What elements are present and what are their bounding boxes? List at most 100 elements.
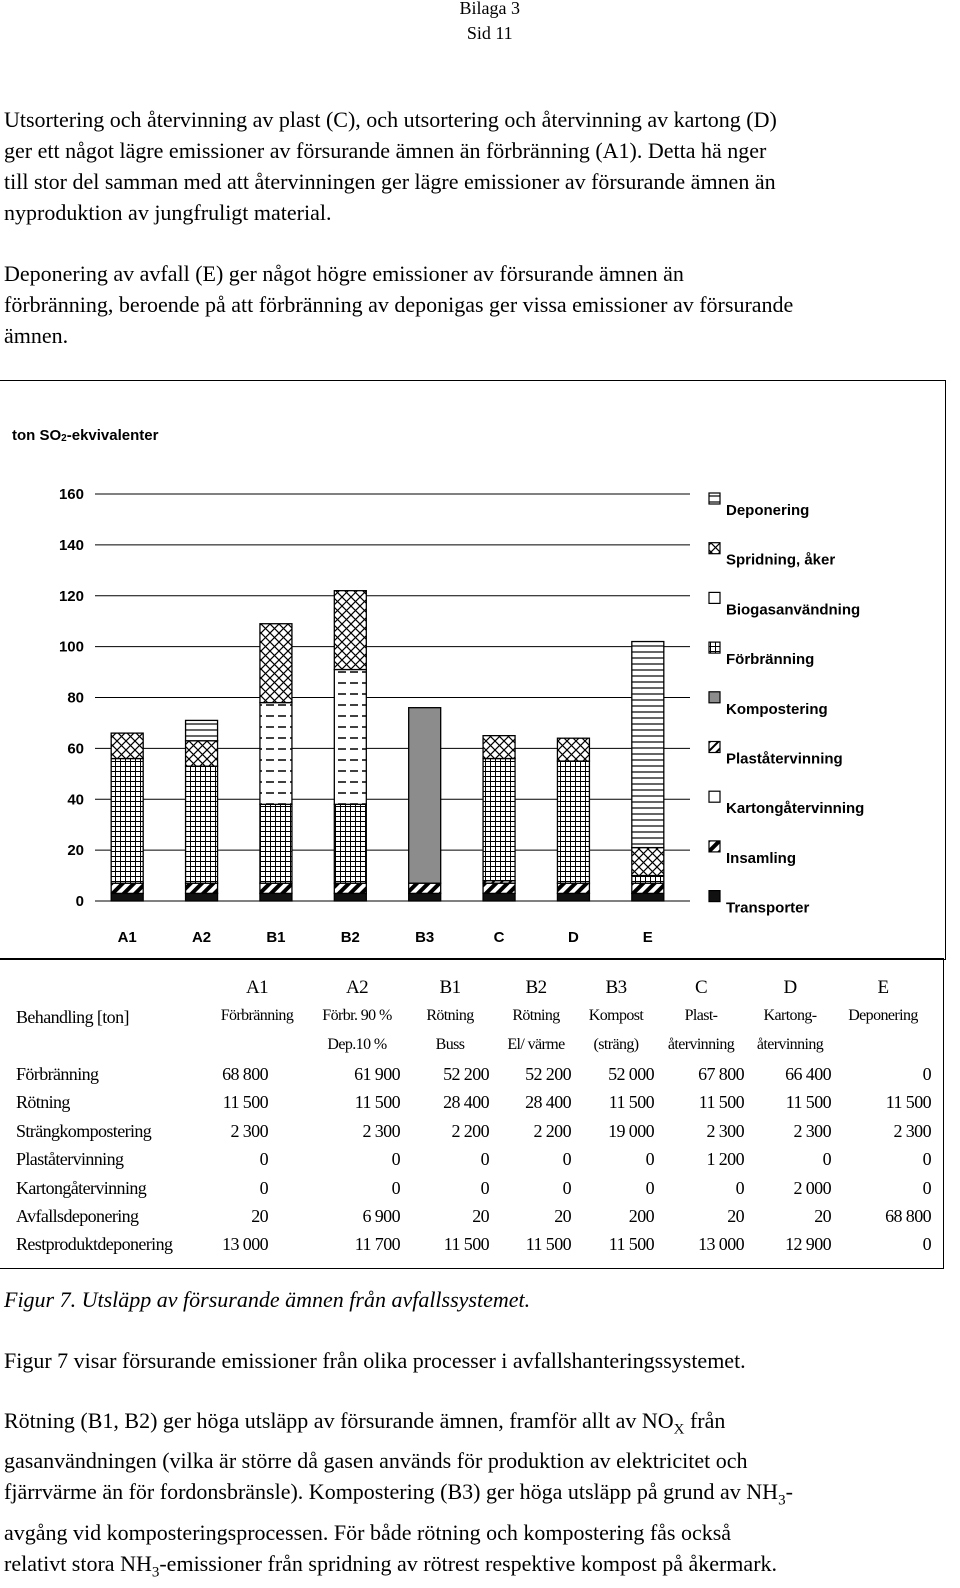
table-cell: 11 500 bbox=[525, 1234, 572, 1255]
row-label: Restproduktdeponering bbox=[16, 1234, 173, 1255]
text-line: nyproduktion av jungfruligt material. bbox=[4, 200, 332, 225]
bar-segment bbox=[110, 892, 144, 902]
column-label: Deponering bbox=[848, 1007, 918, 1024]
row-label: Plaståtervinning bbox=[16, 1149, 124, 1170]
data-table: Behandling [ton] A1 Förbränning A2 Förbr. 90… bbox=[0, 958, 944, 1269]
bar-segment bbox=[556, 892, 591, 902]
bar-segment bbox=[333, 892, 367, 902]
table-cell: 2 300 bbox=[893, 1120, 931, 1141]
column-code: B3 bbox=[605, 977, 628, 998]
bar-segment bbox=[556, 737, 591, 762]
table-cell: 20 bbox=[727, 1206, 744, 1226]
bar-segment bbox=[259, 803, 293, 884]
column-sublabel: Buss bbox=[435, 1036, 465, 1053]
column-sublabel: återvinning bbox=[756, 1036, 824, 1053]
table-cell: 2 000 bbox=[793, 1177, 831, 1198]
paragraph-3: Figur 7 visar försurande emissioner från… bbox=[4, 1348, 746, 1373]
table-cell: 11 500 bbox=[608, 1234, 655, 1255]
text-line: Deponering av avfall (E) ger något högre… bbox=[4, 261, 684, 286]
text-line: förbränning, beroende på att förbränning… bbox=[4, 292, 794, 317]
table-cell: 0 bbox=[562, 1177, 572, 1198]
column-code: C bbox=[694, 977, 708, 998]
bar-segment bbox=[184, 882, 219, 895]
legend-swatch bbox=[708, 840, 721, 853]
table-cell: 2 300 bbox=[706, 1120, 744, 1141]
table-cell: 2 300 bbox=[230, 1120, 268, 1141]
legend-swatch bbox=[708, 542, 721, 555]
bar-segment bbox=[333, 590, 367, 671]
y-tick-label: 140 bbox=[59, 537, 84, 554]
legend-swatch bbox=[708, 790, 721, 803]
table-cell: 2 300 bbox=[793, 1120, 831, 1141]
legend-label: Förbränning bbox=[726, 651, 814, 668]
bar-segment bbox=[408, 892, 442, 902]
column-label: Förbr. 90 % bbox=[322, 1007, 392, 1024]
table-cell: 6 900 bbox=[362, 1206, 400, 1226]
table-cell: 0 bbox=[480, 1149, 490, 1170]
column-code: A1 bbox=[245, 977, 269, 998]
bar-segment bbox=[482, 735, 516, 760]
legend-swatch bbox=[708, 691, 721, 704]
row-label: Kartongåtervinning bbox=[16, 1177, 147, 1198]
table-cell: 0 bbox=[259, 1149, 269, 1170]
paragraph-2: Deponering av avfall (E) ger något högre… bbox=[4, 258, 956, 351]
bar-segment bbox=[631, 846, 665, 877]
column-code: B2 bbox=[525, 977, 548, 998]
table-cell: 11 500 bbox=[785, 1092, 832, 1113]
appendix-label: Bilaga 3 bbox=[459, 0, 521, 18]
bar-segment bbox=[333, 803, 367, 884]
bar-segment bbox=[259, 623, 293, 704]
table-cell: 0 bbox=[735, 1177, 745, 1198]
bar-segment bbox=[184, 765, 219, 884]
table-cell: 61 900 bbox=[354, 1064, 401, 1084]
x-tick-label: E bbox=[643, 929, 653, 946]
y-axis-label: ton SO2-ekvivalenter bbox=[12, 427, 159, 444]
table-cell: 11 500 bbox=[222, 1092, 269, 1113]
bar-segment bbox=[259, 882, 293, 895]
bar-segment bbox=[482, 757, 516, 882]
bar-segment bbox=[110, 757, 144, 884]
table-cell: 20 bbox=[554, 1206, 571, 1226]
table-cell: 13 000 bbox=[698, 1234, 745, 1255]
bar-segment bbox=[184, 740, 219, 767]
text-line: relativt stora NH3-emissioner från sprid… bbox=[4, 1550, 778, 1581]
table-cell: 0 bbox=[922, 1177, 932, 1198]
table-cell: 67 800 bbox=[698, 1064, 745, 1084]
table-cell: 52 000 bbox=[608, 1064, 655, 1084]
table-cell: 11 500 bbox=[443, 1234, 490, 1255]
bar-segment bbox=[631, 882, 665, 895]
table-cell: 0 bbox=[922, 1234, 932, 1255]
column-sublabel: El/ värme bbox=[507, 1036, 565, 1053]
page-header: Bilaga 3 Sid 11 bbox=[460, 0, 521, 46]
column-label: Plast- bbox=[684, 1007, 718, 1024]
bar-segment bbox=[631, 874, 665, 884]
table-cell: 52 200 bbox=[443, 1064, 490, 1084]
x-tick-label: B3 bbox=[415, 929, 434, 946]
table-cell: 68 800 bbox=[222, 1064, 269, 1084]
text-line: gasanvändningen (vilka är större då gase… bbox=[4, 1448, 748, 1474]
text-line: ger ett något lägre emissioner av försur… bbox=[4, 138, 767, 163]
table-cell: 11 500 bbox=[354, 1092, 401, 1113]
y-tick-label: 100 bbox=[59, 639, 84, 656]
x-tick-label: B1 bbox=[266, 929, 285, 946]
y-tick-label: 40 bbox=[67, 791, 84, 808]
table-cell: 20 bbox=[251, 1206, 268, 1226]
bar-segment bbox=[110, 882, 144, 895]
table-cell: 13 000 bbox=[222, 1234, 269, 1255]
legend-swatch bbox=[708, 740, 721, 754]
column-code: D bbox=[783, 977, 797, 998]
figure-caption: Figur 7. Utsläpp av försurande ämnen frå… bbox=[4, 1287, 531, 1312]
table-cell: 11 500 bbox=[885, 1092, 932, 1113]
table-cell: 28 400 bbox=[525, 1092, 572, 1113]
chart-frame: ton SO2-ekvivalenter 0 20 40 60 80 100 120 140 1… bbox=[0, 380, 946, 960]
y-tick-label: 160 bbox=[59, 486, 84, 503]
table-cell: 28 400 bbox=[443, 1092, 490, 1113]
table-cell: 68 800 bbox=[885, 1206, 932, 1226]
legend-label: Deponering bbox=[726, 502, 809, 519]
x-tick-label: B2 bbox=[341, 929, 360, 946]
table-cell: 19 000 bbox=[608, 1120, 655, 1141]
column-sublabel: (sträng) bbox=[593, 1036, 640, 1053]
y-tick-label: 80 bbox=[67, 690, 84, 707]
column-label: Förbränning bbox=[220, 1007, 294, 1024]
bar-segment bbox=[333, 668, 367, 805]
